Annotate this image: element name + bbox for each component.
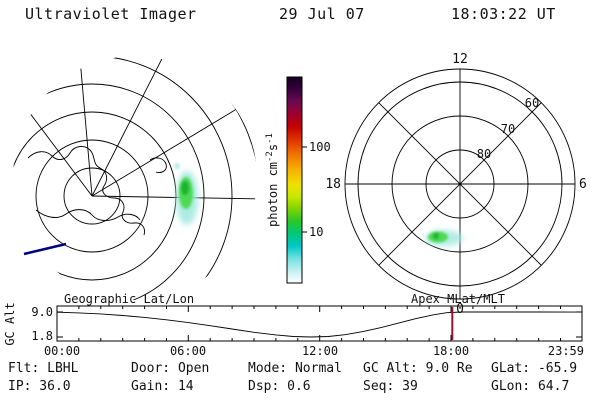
- colorbar-tick-label-10: 10: [309, 225, 323, 239]
- status-ip: IP: 36.0: [8, 379, 71, 394]
- status-gcalt: GC Alt: 9.0 Re: [363, 361, 473, 376]
- status-seq: Seq: 39: [363, 379, 418, 394]
- xtick-label-2359: 23:59: [548, 344, 584, 358]
- status-glat: GLat: -65.9: [491, 361, 577, 376]
- page-title: Ultraviolet Imager: [25, 5, 197, 23]
- status-flt: Flt: LBHL: [8, 361, 79, 376]
- aurora-emission-apex: [425, 230, 463, 246]
- geo-meridian-lines: [13, 56, 257, 200]
- mlt-label-6: 6: [579, 177, 587, 192]
- aurora-emission-geo: [174, 163, 198, 225]
- mlt-label-18: 18: [325, 177, 341, 192]
- mlat-label-60: 60: [525, 96, 539, 110]
- colorbar: 100 10 photon cm-2s-1: [265, 76, 331, 284]
- status-door: Door: Open: [131, 361, 209, 376]
- colorbar-gradient: [286, 76, 303, 284]
- geo-polar-plot: [13, 56, 257, 300]
- mlt-label-0: 0: [456, 302, 464, 317]
- status-gain: Gain: 14: [131, 379, 194, 394]
- status-bar: Flt: LBHL Door: Open Mode: Normal GC Alt…: [8, 361, 577, 394]
- coastline: [27, 146, 167, 236]
- status-glon: GLon: 64.7: [491, 379, 569, 394]
- apex-plot-caption: Apex MLat/MLT: [411, 292, 505, 306]
- spacecraft-track: [23, 242, 67, 256]
- colorbar-tick-label-100: 100: [309, 140, 331, 154]
- time-label: 18:03:22 UT: [451, 5, 556, 23]
- aurora-spot: [174, 163, 180, 169]
- status-mode: Mode: Normal: [248, 361, 342, 376]
- mlat-label-70: 70: [501, 122, 515, 136]
- status-dsp: Dsp: 0.6: [248, 379, 311, 394]
- altitude-curve: [56, 311, 582, 338]
- xtick-label-1800: 18:00: [433, 344, 469, 358]
- altitude-axis-label: GC Alt: [3, 302, 17, 345]
- geo-plot-caption: Geographic Lat/Lon: [64, 292, 194, 306]
- aurora-core: [181, 181, 189, 195]
- ytick-label-bottom: 1.8: [31, 329, 53, 343]
- geo-grid-arcs: [13, 56, 257, 300]
- mlat-label-80: 80: [477, 147, 491, 161]
- ytick-label-top: 9.0: [31, 305, 53, 319]
- xtick-label-0000: 00:00: [44, 344, 80, 358]
- xtick-label-1200: 12:00: [302, 344, 338, 358]
- apex-grid: [344, 68, 576, 300]
- aurora-core: [433, 233, 439, 239]
- date-label: 29 Jul 07: [279, 5, 365, 23]
- colorbar-units-label: photon cm-2s-1: [265, 133, 280, 227]
- header: Ultraviolet Imager 29 Jul 07 18:03:22 UT: [25, 5, 556, 23]
- hour-ticks: [78, 306, 561, 341]
- xtick-label-0600: 06:00: [170, 344, 206, 358]
- apex-polar-plot: 12 18 6 0 60 70 80: [325, 52, 586, 317]
- altitude-panel: 9.0 1.8 GC Alt 00:00 06:00 12:00 18:00 2…: [3, 302, 584, 358]
- mlt-label-12: 12: [452, 52, 468, 67]
